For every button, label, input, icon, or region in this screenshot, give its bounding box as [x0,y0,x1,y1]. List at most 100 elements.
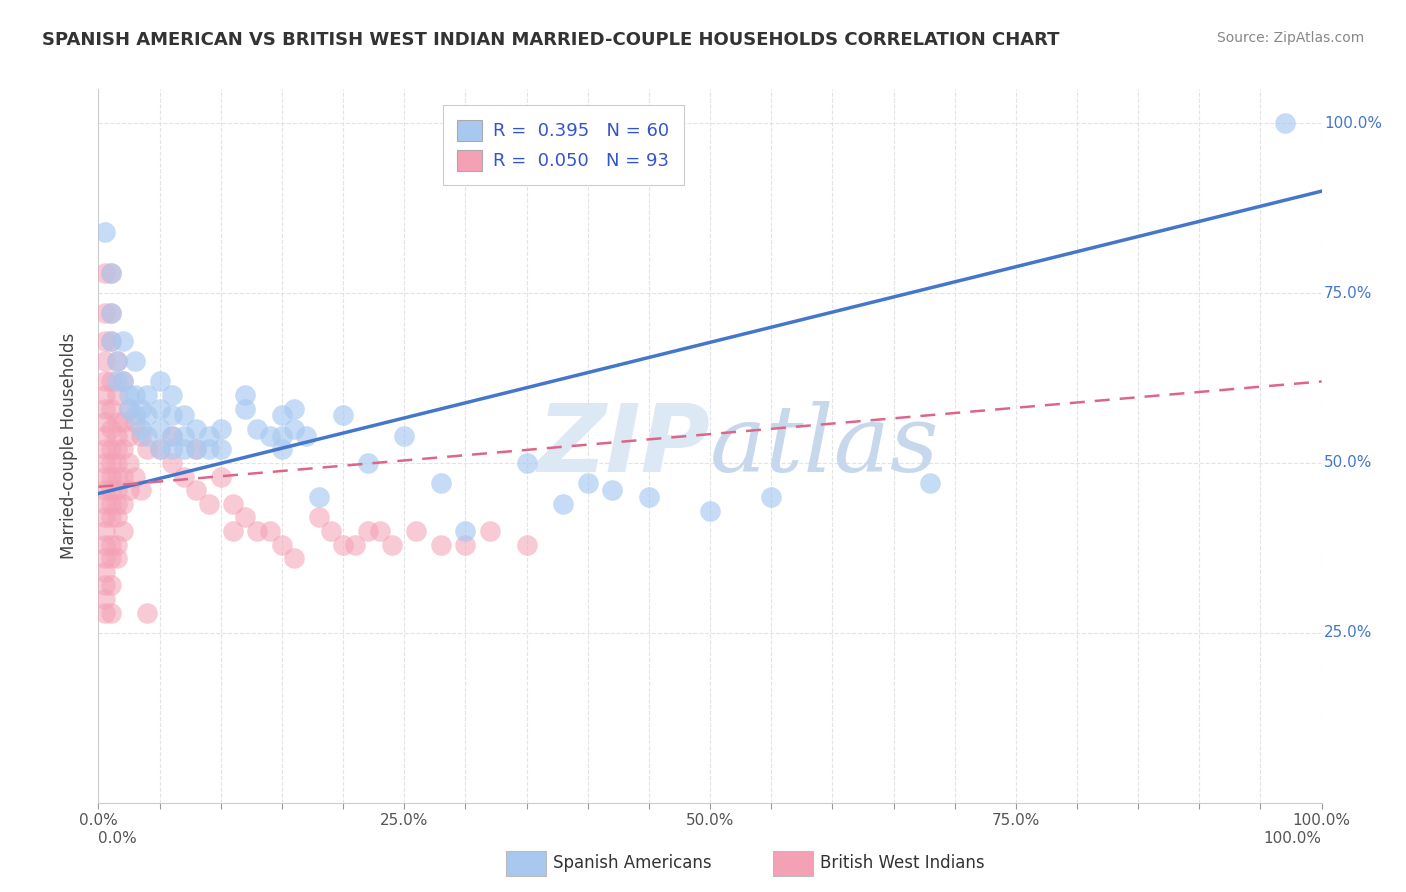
Point [246,422,269,436]
Point [173,442,195,457]
Point [93,375,115,389]
Text: 25.0%: 25.0% [1324,625,1372,640]
Point [454,524,477,538]
Text: Spanish Americans: Spanish Americans [553,855,711,872]
Point [186,442,208,457]
Point [124,415,146,429]
Point [124,469,146,483]
Point [430,537,453,551]
Point [160,429,183,443]
Point [105,375,128,389]
Point [111,375,134,389]
Point [553,497,575,511]
Point [105,429,128,443]
Point [186,422,208,436]
Point [381,537,404,551]
Point [105,354,128,368]
Point [93,306,115,320]
Point [270,409,294,423]
Point [118,456,141,470]
Point [295,429,318,443]
Point [93,483,115,498]
Point [118,483,141,498]
Point [93,401,115,416]
Text: SPANISH AMERICAN VS BRITISH WEST INDIAN MARRIED-COUPLE HOUSEHOLDS CORRELATION CH: SPANISH AMERICAN VS BRITISH WEST INDIAN … [42,31,1060,49]
Point [160,388,183,402]
Point [118,401,141,416]
Point [93,551,115,566]
Point [1274,116,1296,130]
Point [100,306,122,320]
Point [111,442,134,457]
Point [160,456,183,470]
Point [209,469,232,483]
Point [149,401,172,416]
Point [197,429,219,443]
Point [93,524,115,538]
Point [100,375,122,389]
Point [233,510,256,524]
Point [100,334,122,348]
Text: 50.0%: 50.0% [1324,456,1372,470]
Point [356,524,378,538]
Point [920,476,942,491]
Point [105,415,128,429]
Point [600,483,623,498]
Point [454,537,477,551]
Point [105,469,128,483]
Point [283,422,305,436]
Point [93,456,115,470]
Point [105,483,128,498]
Point [283,401,305,416]
Point [259,429,281,443]
Point [111,334,134,348]
Point [105,354,128,368]
Point [118,429,141,443]
Y-axis label: Married-couple Households: Married-couple Households [59,333,77,559]
Point [186,442,208,457]
Text: British West Indians: British West Indians [820,855,984,872]
Point [515,537,537,551]
Point [93,578,115,592]
Point [100,497,122,511]
Point [332,409,354,423]
Point [173,429,195,443]
Point [283,551,305,566]
Point [93,537,115,551]
Point [93,334,115,348]
Point [319,524,342,538]
Point [105,456,128,470]
Point [105,537,128,551]
Point [100,456,122,470]
Point [105,497,128,511]
Point [118,388,141,402]
Point [197,442,219,457]
Point [149,442,172,457]
Point [368,524,391,538]
Point [222,524,245,538]
Point [699,503,721,517]
Point [129,401,152,416]
Point [160,409,183,423]
Point [136,388,159,402]
Point [136,606,159,620]
Point [136,429,159,443]
Point [93,266,115,280]
Text: atlas: atlas [710,401,939,491]
Point [93,415,115,429]
Text: 75.0%: 75.0% [1324,285,1372,301]
Point [124,388,146,402]
Point [209,442,232,457]
Point [100,537,122,551]
Point [259,524,281,538]
Point [105,551,128,566]
Point [100,422,122,436]
Point [149,375,172,389]
Point [100,483,122,498]
Point [515,456,537,470]
Point [136,442,159,457]
Point [100,510,122,524]
Point [100,266,122,280]
Point [93,225,115,239]
Text: ZIP: ZIP [537,400,710,492]
